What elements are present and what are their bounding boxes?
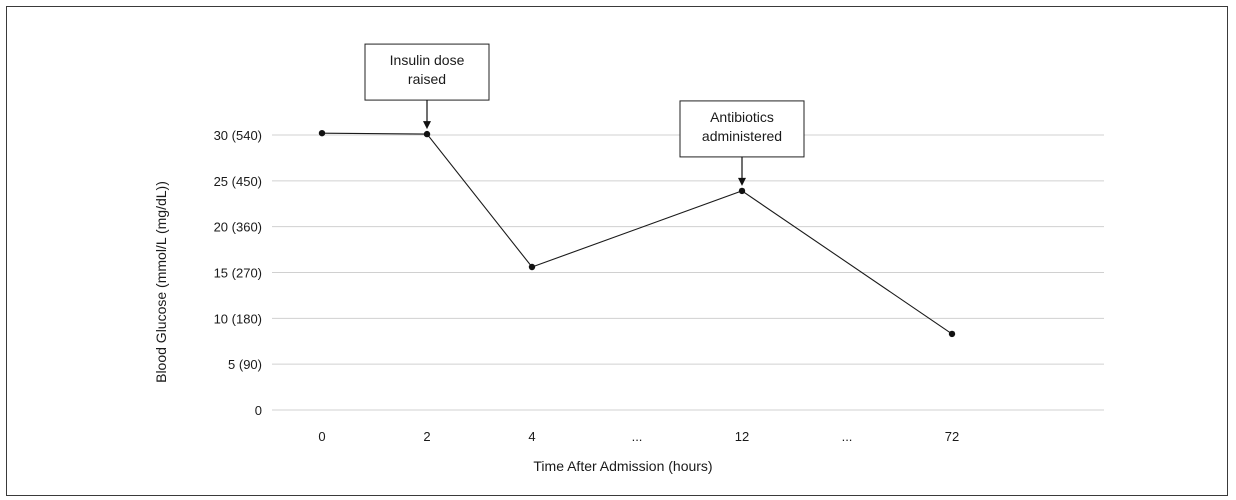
- x-axis-tick-labels: 0 2 4... 12... 72: [318, 429, 959, 444]
- y-axis-title: Blood Glucose (mmol/L (mg/dL)): [153, 181, 169, 383]
- callout-arrowhead: [423, 121, 431, 130]
- callout-box: [679, 100, 805, 158]
- x-tick-label: 0: [318, 429, 325, 444]
- y-tick-label: 5 (90): [228, 357, 262, 372]
- y-tick-label: 0: [255, 403, 262, 418]
- callout-label: Insulin dose: [390, 52, 465, 68]
- y-tick-label: 10 (180): [214, 311, 262, 326]
- callout-arrowhead: [738, 177, 746, 186]
- y-tick-label: 25 (450): [214, 174, 262, 189]
- callout-box: [364, 43, 490, 101]
- x-tick-label: 72: [945, 429, 959, 444]
- callout: Insulin dose raised: [364, 43, 490, 130]
- x-tick-label: ...: [632, 429, 643, 444]
- series-layer: [318, 129, 956, 338]
- callout-label: Antibiotics: [710, 109, 774, 125]
- gridlines: [272, 134, 1104, 411]
- callout-label: raised: [408, 71, 446, 87]
- y-tick-label: 20 (360): [214, 220, 262, 235]
- callout-label: administered: [702, 128, 782, 144]
- x-tick-label: 4: [528, 429, 535, 444]
- data-point: [528, 263, 536, 271]
- x-tick-label: 2: [423, 429, 430, 444]
- chart-frame: [6, 6, 1228, 496]
- y-axis-tick-labels: 0 5 (90) 10 (180) 15 (270) 20 (360) 25 (450) 3…: [214, 128, 262, 418]
- data-point: [318, 129, 326, 137]
- data-point: [738, 187, 746, 195]
- x-tick-label: ...: [842, 429, 853, 444]
- x-tick-label: 12: [735, 429, 749, 444]
- y-tick-label: 15 (270): [214, 266, 262, 281]
- x-axis-title: Time After Admission (hours): [533, 458, 712, 474]
- annotations: Insulin dose raised Antibiotics administere…: [364, 43, 805, 186]
- data-point: [423, 130, 431, 138]
- series-line: [321, 132, 953, 335]
- y-tick-label: 30 (540): [214, 128, 262, 143]
- data-point: [948, 330, 956, 338]
- callout: Antibiotics administered: [679, 100, 805, 186]
